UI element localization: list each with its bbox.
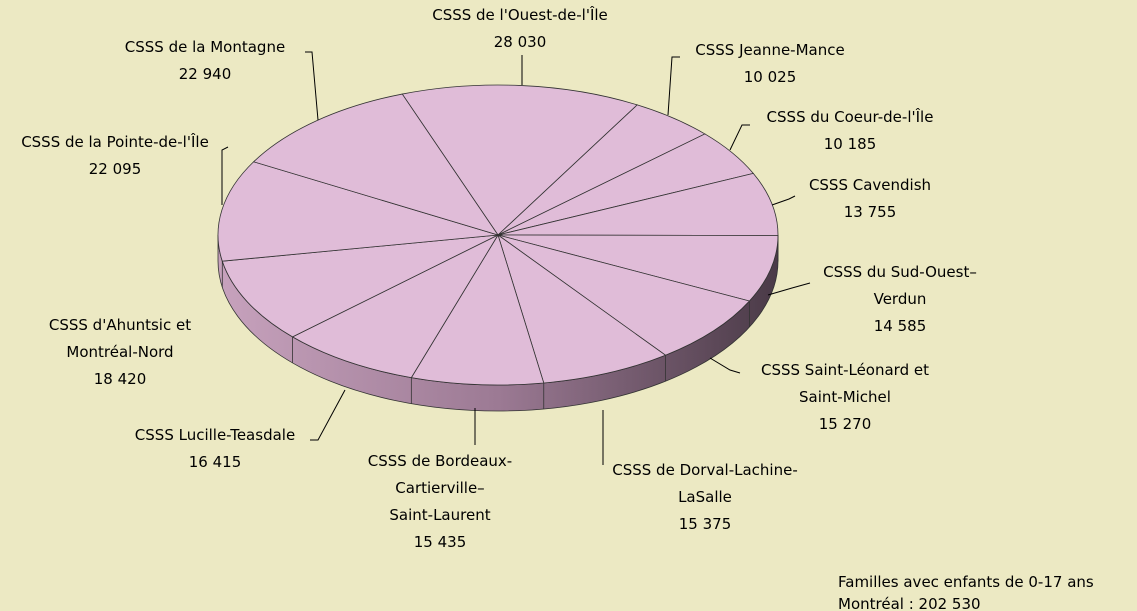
data-label: CSSS de l'Ouest-de-l'Île 28 030	[432, 5, 608, 51]
value-label: 22 940	[179, 65, 232, 83]
value-label: 15 435	[414, 533, 467, 551]
leader-line	[709, 357, 741, 374]
pie-slice	[401, 84, 639, 236]
label-line: CSSS de l'Ouest-de-l'Île	[432, 5, 608, 24]
leader-line	[771, 195, 796, 206]
value-label: 10 025	[744, 68, 797, 86]
value-label: 16 415	[189, 453, 242, 471]
leader-line	[310, 389, 346, 441]
annotation: Montréal : 202 530	[838, 595, 981, 611]
data-label: CSSS d'Ahuntsic et Montréal-Nord 18 420	[49, 316, 191, 388]
label-line: CSSS Lucille-Teasdale	[135, 426, 295, 444]
data-label: CSSS Lucille-Teasdale 16 415	[135, 426, 295, 471]
label-line: CSSS du Coeur-de-l'Île	[767, 107, 934, 126]
label-line: CSSS Jeanne-Mance	[695, 41, 844, 59]
value-label: 15 375	[679, 515, 732, 533]
label-line: CSSS de Bordeaux-	[368, 452, 512, 470]
label-line: Saint-Michel	[799, 388, 891, 406]
value-label: 14 585	[874, 317, 927, 335]
pie-slice	[497, 172, 779, 236]
data-label: CSSS Jeanne-Mance 10 025	[695, 41, 844, 86]
pie-slice	[291, 234, 500, 379]
leader-line	[221, 146, 229, 205]
data-label: CSSS de la Pointe-de-l'Île 22 095	[21, 132, 209, 178]
data-label: CSSS Saint-Léonard et Saint-Michel 15 270	[761, 361, 929, 433]
leader-line	[729, 124, 750, 151]
value-label: 22 095	[89, 160, 142, 178]
annotation: Familles avec enfants de 0-17 ans	[838, 573, 1094, 591]
value-label: 18 420	[94, 370, 147, 388]
pie-slice	[252, 93, 499, 236]
data-label: CSSS de la Montagne 22 940	[125, 38, 285, 83]
leader-line	[667, 56, 680, 116]
label-line: CSSS Saint-Léonard et	[761, 361, 929, 379]
label-line: Cartierville–	[395, 479, 484, 497]
label-line: Saint-Laurent	[389, 506, 490, 524]
leader-line	[305, 51, 319, 121]
value-label: 10 185	[824, 135, 877, 153]
data-label: CSSS de Dorval-Lachine- LaSalle 15 375	[612, 461, 798, 533]
value-label: 28 030	[494, 33, 547, 51]
pie-slice	[217, 161, 499, 262]
label-line: CSSS de la Pointe-de-l'Île	[21, 132, 209, 151]
value-label: 15 270	[819, 415, 872, 433]
label-line: CSSS de la Montagne	[125, 38, 285, 56]
leader-line	[767, 282, 811, 296]
data-label: CSSS du Coeur-de-l'Île 10 185	[767, 107, 934, 153]
data-label: CSSS de Bordeaux- Cartierville– Saint-Laur…	[368, 452, 512, 551]
data-label: CSSS Cavendish 13 755	[809, 176, 931, 221]
pie-slice	[497, 233, 667, 384]
label-line: CSSS de Dorval-Lachine-	[612, 461, 798, 479]
data-label: CSSS du Sud-Ouest– Verdun 14 585	[823, 263, 977, 335]
pie-slice	[497, 234, 751, 356]
label-line: Verdun	[874, 290, 927, 308]
label-line: CSSS du Sud-Ouest–	[823, 263, 977, 281]
label-line: CSSS Cavendish	[809, 176, 931, 194]
value-label: 13 755	[844, 203, 897, 221]
pie-slice	[221, 234, 499, 338]
label-line: LaSalle	[678, 488, 732, 506]
label-line: Montréal-Nord	[66, 343, 173, 361]
label-line: CSSS d'Ahuntsic et	[49, 316, 191, 334]
pie-slice	[410, 234, 545, 386]
